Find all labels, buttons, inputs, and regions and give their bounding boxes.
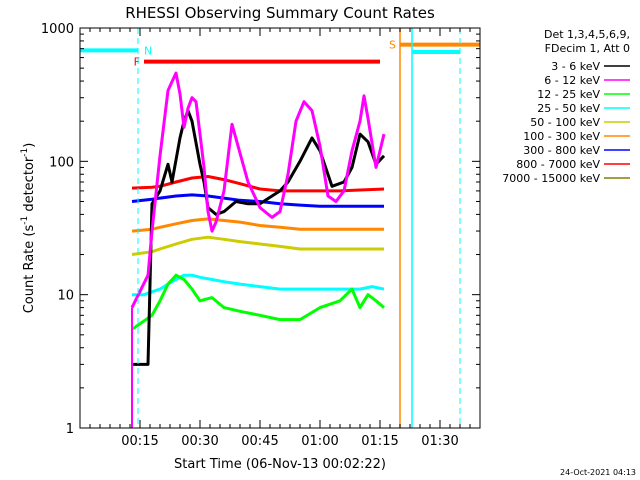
- x-tick-label: 01:15: [361, 434, 398, 449]
- legend-entry-label: 50 - 100 keV: [530, 116, 600, 129]
- legend-header: FDecim 1, Att 0: [545, 42, 630, 55]
- series-line-4: [131, 235, 384, 256]
- x-tick-label: 01:00: [301, 434, 338, 449]
- vertical-markers: [137, 28, 461, 428]
- flag-label: F: [134, 56, 140, 69]
- plot-series: [130, 71, 386, 428]
- footer-timestamp: 24-Oct-2021 04:13: [560, 468, 636, 477]
- y-tick-label: 10: [57, 289, 74, 304]
- flag-bars: NF S: [80, 39, 480, 69]
- x-tick-label: 01:30: [421, 434, 458, 449]
- series-line-7: [131, 175, 385, 193]
- legend-entry-label: 800 - 7000 keV: [516, 158, 600, 171]
- flag-label: S: [389, 39, 396, 52]
- x-axis-label: Start Time (06-Nov-13 00:02:22): [174, 457, 386, 472]
- x-tick-label: 00:30: [181, 434, 218, 449]
- series-line-3: [132, 273, 385, 297]
- legend-entry-label: 3 - 6 keV: [551, 60, 600, 73]
- x-axis-ticks: 00:15 00:30 00:45 01:00 01:15 01:30: [89, 28, 471, 449]
- y-axis-label: Count Rate (s-1 detector-1): [20, 143, 37, 314]
- legend-entry-label: 100 - 300 keV: [523, 130, 600, 143]
- legend-entry-label: 6 - 12 keV: [544, 74, 600, 87]
- legend-header: Det 1,3,4,5,6,9,: [544, 28, 630, 41]
- x-tick-label: 00:15: [121, 434, 158, 449]
- legend-entry-label: 12 - 25 keV: [537, 88, 600, 101]
- y-tick-label: 100: [49, 155, 74, 170]
- y-axis-ticks: 1 10 100 1000: [41, 22, 480, 437]
- legend-entry-label: 300 - 800 keV: [523, 144, 600, 157]
- series-line-2: [131, 273, 385, 331]
- series-line-6: [131, 193, 384, 208]
- series-line-1: [130, 71, 386, 309]
- legend-entry-label: 25 - 50 keV: [537, 102, 600, 115]
- legend: Det 1,3,4,5,6,9,FDecim 1, Att 0 3 - 6 keV…: [502, 28, 630, 185]
- y-tick-label: 1: [66, 422, 74, 437]
- x-tick-label: 00:45: [241, 434, 278, 449]
- legend-entry-label: 7000 - 15000 keV: [502, 172, 600, 185]
- y-tick-label: 1000: [41, 22, 74, 37]
- chart-title: RHESSI Observing Summary Count Rates: [125, 4, 435, 22]
- series-line-0: [132, 109, 386, 366]
- flag-label: N: [144, 44, 152, 57]
- series-line-5: [131, 217, 384, 233]
